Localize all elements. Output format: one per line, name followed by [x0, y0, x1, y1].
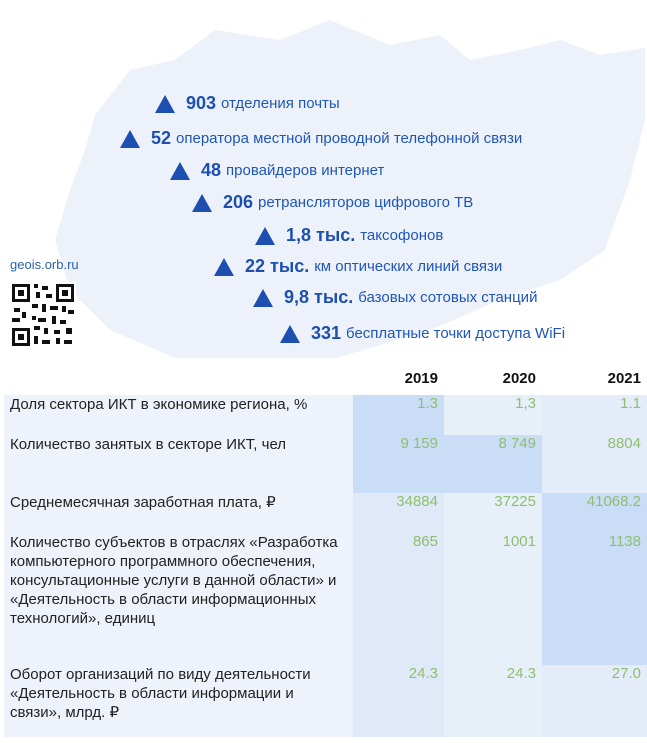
- row-value: 34884: [353, 493, 444, 533]
- stat-internet-providers: 48 провайдеров интернет: [170, 160, 384, 181]
- row-value: 1138: [542, 533, 647, 665]
- table-row: Количество субъектов в отраслях «Разрабо…: [4, 533, 647, 665]
- triangle-up-icon: [280, 324, 300, 343]
- stat-tv-repeaters: 206 ретрансляторов цифрового ТВ: [192, 192, 473, 213]
- table-header-row: 2019 2020 2021: [4, 358, 647, 395]
- row-value: 27.0: [542, 665, 647, 737]
- stat-label: таксофонов: [360, 227, 444, 244]
- ict-indicators-table: 2019 2020 2021 Доля сектора ИКТ в эконом…: [4, 358, 647, 737]
- row-value: 1001: [444, 533, 542, 665]
- row-value: 8804: [542, 435, 647, 493]
- stat-post-offices: 903 отделения почты: [155, 93, 340, 114]
- row-value: 24.3: [353, 665, 444, 737]
- stat-number: 331: [311, 323, 342, 343]
- table-row: Количество занятых в секторе ИКТ, чел 9 …: [4, 435, 647, 493]
- stat-label: оператора местной проводной телефонной с…: [176, 130, 523, 147]
- triangle-up-icon: [214, 257, 234, 276]
- row-label: Доля сектора ИКТ в экономике региона, %: [4, 395, 353, 435]
- stat-optical-lines: 22 тыс. км оптических линий связи: [214, 256, 502, 277]
- triangle-up-icon: [120, 129, 140, 148]
- table-header-year: 2020: [502, 370, 536, 387]
- table-row: Среднемесячная заработная плата, ₽ 34884…: [4, 493, 647, 533]
- stat-base-stations: 9,8 тыс. базовых сотовых станций: [253, 287, 537, 308]
- row-value: 1.3: [353, 395, 444, 435]
- stat-number: 52: [151, 128, 172, 148]
- row-label: Количество занятых в секторе ИКТ, чел: [4, 435, 353, 493]
- row-label: Оборот организаций по виду деятельности …: [4, 665, 353, 737]
- table-row: Оборот организаций по виду деятельности …: [4, 665, 647, 737]
- stat-label: бесплатные точки доступа WiFi: [346, 325, 566, 342]
- stat-number: 206: [223, 192, 254, 212]
- stat-label: провайдеров интернет: [226, 162, 385, 179]
- table-row: Доля сектора ИКТ в экономике региона, % …: [4, 395, 647, 435]
- row-label: Количество субъектов в отраслях «Разрабо…: [4, 533, 353, 665]
- stat-label: отделения почты: [221, 95, 340, 112]
- triangle-up-icon: [253, 288, 273, 307]
- row-label: Среднемесячная заработная плата, ₽: [4, 493, 353, 533]
- table-header-year: 2019: [404, 370, 438, 387]
- stat-label: базовых сотовых станций: [358, 289, 538, 306]
- triangle-up-icon: [155, 94, 175, 113]
- stat-number: 48: [201, 160, 222, 180]
- stat-label: км оптических линий связи: [314, 258, 503, 275]
- row-value: 865: [353, 533, 444, 665]
- stat-number: 22 тыс.: [245, 256, 310, 276]
- source-site-link[interactable]: geois.orb.ru: [10, 257, 79, 272]
- stat-payphones: 1,8 тыс. таксофонов: [255, 225, 443, 246]
- triangle-up-icon: [170, 161, 190, 180]
- row-value: 37225: [444, 493, 542, 533]
- row-value: 41068.2: [542, 493, 647, 533]
- stat-label: ретрансляторов цифрового ТВ: [258, 194, 474, 211]
- row-value: 24.3: [444, 665, 542, 737]
- row-value: 1,3: [444, 395, 542, 435]
- stat-number: 9,8 тыс.: [284, 287, 354, 307]
- table-header-year: 2021: [607, 370, 641, 387]
- table-header-blank: [4, 358, 353, 395]
- row-value: 1.1: [542, 395, 647, 435]
- stat-wifi-points: 331 бесплатные точки доступа WiFi: [280, 323, 565, 344]
- row-value: 9 159: [353, 435, 444, 493]
- stat-number: 1,8 тыс.: [286, 225, 356, 245]
- triangle-up-icon: [255, 226, 275, 245]
- region-map-background: [55, 20, 645, 360]
- triangle-up-icon: [192, 193, 212, 212]
- stat-number: 903: [186, 93, 217, 113]
- row-value: 8 749: [444, 435, 542, 493]
- qr-code-icon[interactable]: [10, 282, 76, 348]
- stat-phone-operators: 52 оператора местной проводной телефонно…: [120, 128, 522, 149]
